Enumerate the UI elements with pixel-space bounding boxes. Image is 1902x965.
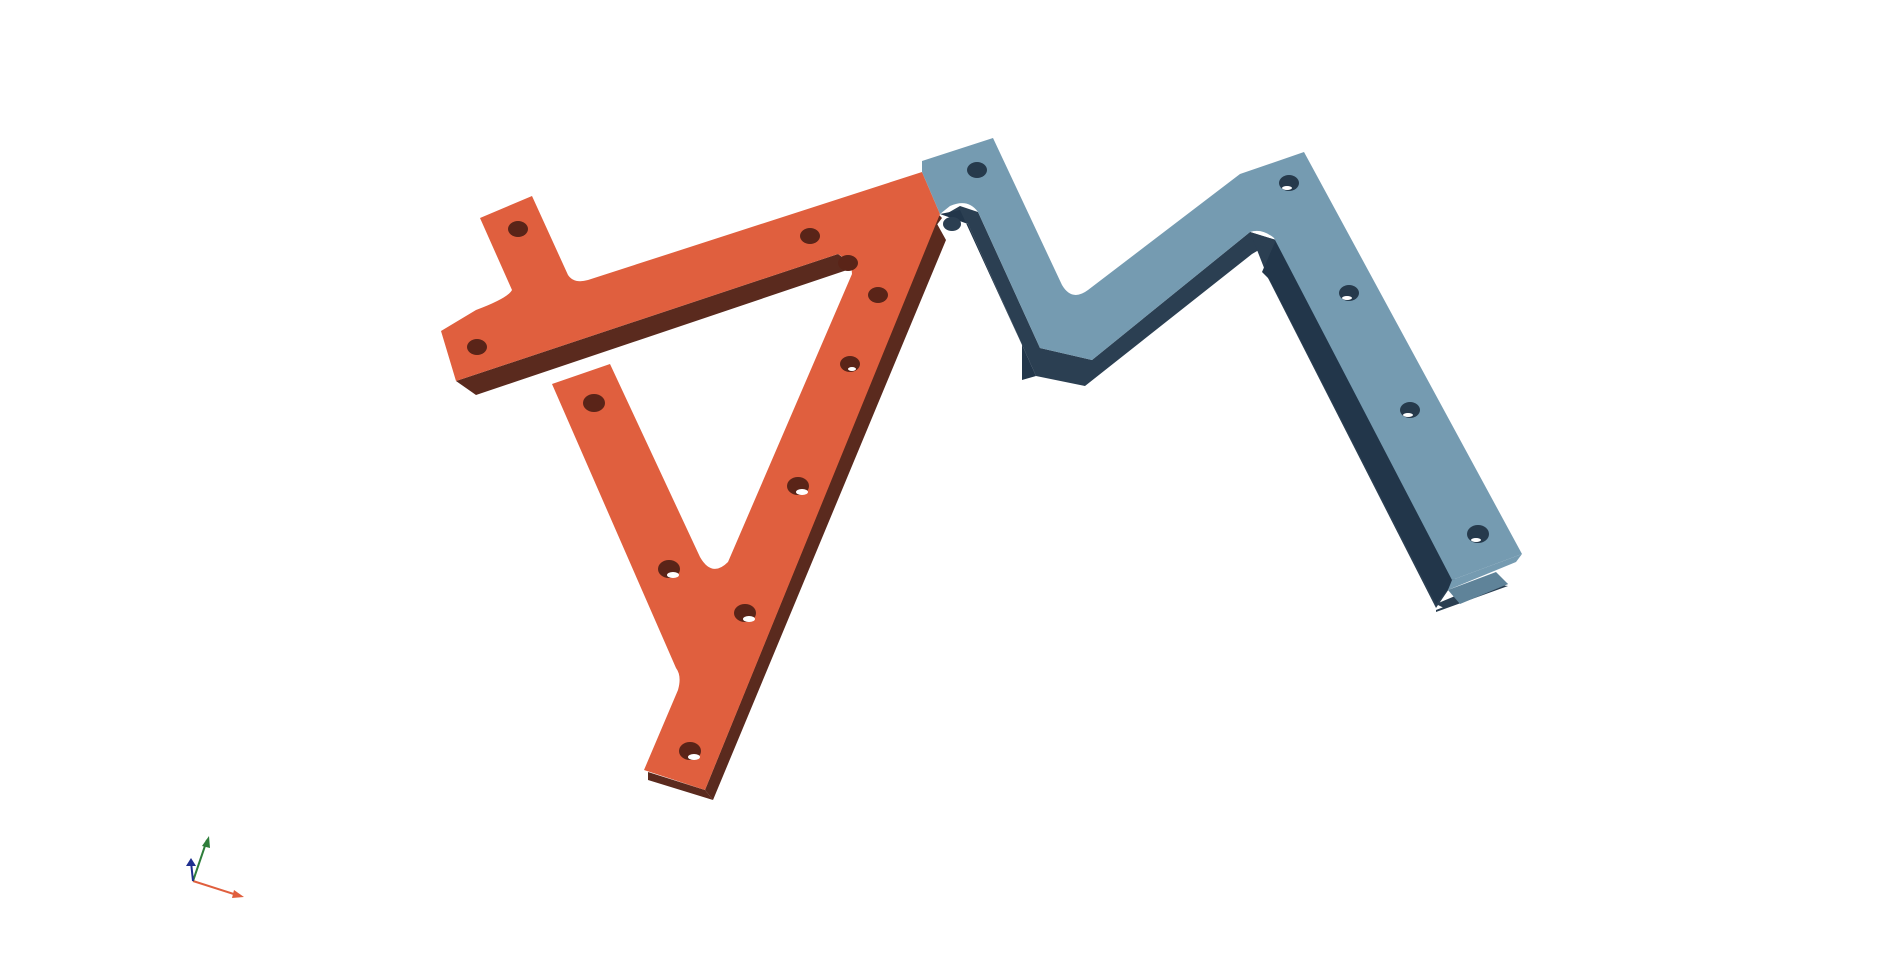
x-axis-arrow-icon — [232, 890, 244, 898]
orange-bracket[interactable] — [441, 172, 946, 800]
axis-triad[interactable] — [186, 836, 244, 898]
hole — [508, 221, 528, 237]
blue-bracket[interactable] — [922, 138, 1522, 612]
blue-bracket-foot-lower — [1448, 572, 1508, 604]
hole — [838, 255, 858, 271]
orange-bracket-hole-glints — [667, 367, 856, 760]
hole — [467, 339, 487, 355]
hole — [800, 228, 820, 244]
joint-hole — [943, 217, 961, 231]
orange-bracket-top-face — [441, 172, 940, 790]
hole — [583, 394, 605, 412]
z-axis-arrow-icon — [186, 858, 196, 866]
blue-bracket-hole-glints — [1282, 186, 1481, 542]
blue-bracket-inner-faces — [940, 210, 1455, 604]
hole — [1467, 525, 1489, 543]
blue-bracket-foot — [1448, 554, 1522, 590]
x-axis-icon — [192, 880, 241, 897]
hole — [868, 287, 888, 303]
y-axis-arrow-icon — [202, 836, 210, 848]
hole — [967, 162, 987, 178]
blue-bracket-top-face — [922, 138, 1522, 580]
y-axis-icon — [192, 839, 208, 882]
